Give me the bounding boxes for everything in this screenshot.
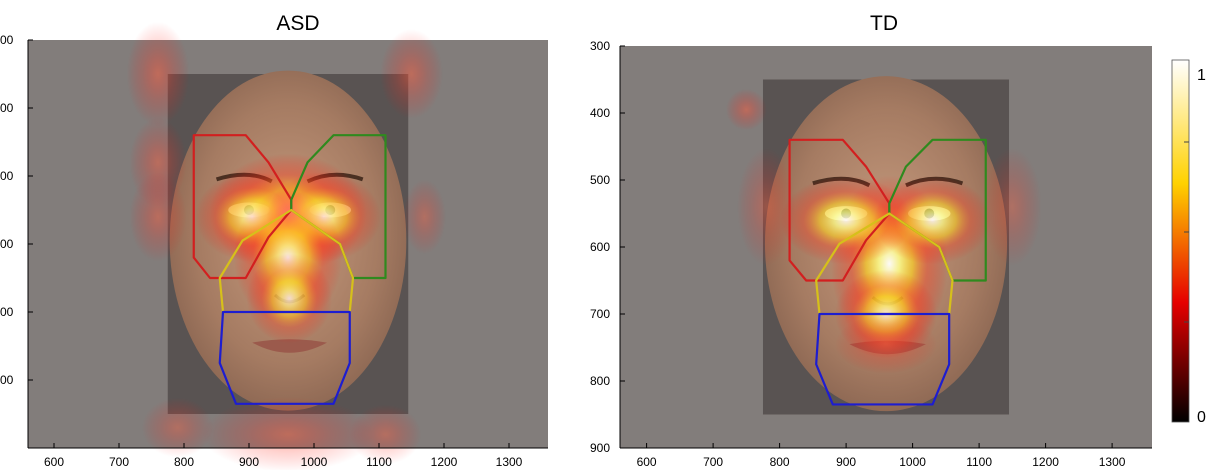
fixation-hotspot xyxy=(983,147,1042,266)
lips-shape xyxy=(252,339,327,353)
colorbar-max-label: 1 xyxy=(1197,67,1206,84)
y-tick-label: 400 xyxy=(590,106,610,120)
fixation-hotspot xyxy=(380,29,443,119)
fixation-hotspot xyxy=(780,175,912,265)
x-tick-label: 1100 xyxy=(366,455,392,469)
x-tick-label: 700 xyxy=(703,455,723,469)
x-tick-label: 1200 xyxy=(1032,455,1059,469)
x-tick-label: 900 xyxy=(239,455,259,469)
x-tick-label: 1000 xyxy=(301,455,328,469)
aoi-mouth xyxy=(815,312,951,406)
x-tick-label: 1000 xyxy=(899,455,926,469)
td-heatmap-panel: TD 600 700 800 900 1000 1100 1200 1300 300 400 500 6… xyxy=(590,12,1152,469)
fixation-hotspot xyxy=(737,147,796,266)
panel-title: ASD xyxy=(276,12,319,35)
asd-heatmap-panel: ASD 600 700 800 900 1000 1100 1200 1300 00 00 00 00 0… xyxy=(0,12,548,470)
y-tick-label: 300 xyxy=(590,39,610,53)
aoi-mouth xyxy=(218,310,351,405)
x-tick-label: 1200 xyxy=(431,455,458,469)
y-tick-label: 900 xyxy=(590,441,610,455)
x-tick-label: 800 xyxy=(770,455,790,469)
fixation-hotspot xyxy=(725,89,767,131)
y-tick-label: 500 xyxy=(590,173,610,187)
x-tick-label: 1300 xyxy=(1099,455,1126,469)
y-tick-label: 800 xyxy=(590,374,610,388)
y-tick-label: 00 xyxy=(0,101,14,115)
fixation-hotspot xyxy=(141,397,214,458)
x-tick-label: 600 xyxy=(637,455,657,469)
fixation-hotspot xyxy=(129,171,187,262)
y-tick-label: 00 xyxy=(0,33,14,47)
colorbar-gradient xyxy=(1171,59,1190,423)
aoi-left-eye xyxy=(788,138,891,282)
y-tick-label: 700 xyxy=(590,307,610,321)
y-tick-label: 00 xyxy=(0,237,14,251)
x-tick-label: 700 xyxy=(109,455,129,469)
x-tick-label: 800 xyxy=(174,455,194,469)
x-tick-label: 900 xyxy=(836,455,856,469)
colorbar-min-label: 0 xyxy=(1197,409,1206,426)
fixation-hotspot xyxy=(349,404,422,465)
y-tick-label: 600 xyxy=(590,240,610,254)
fixation-hotspot xyxy=(126,21,190,127)
x-tick-label: 600 xyxy=(44,455,64,469)
y-tick-label: 00 xyxy=(0,169,14,183)
colorbar: 1 0 xyxy=(1171,59,1206,426)
x-tick-label: 1100 xyxy=(966,455,992,469)
panel-title: TD xyxy=(870,12,898,35)
aoi-left-eye xyxy=(192,134,293,280)
fixation-hotspot xyxy=(246,253,333,344)
fixation-hotspot xyxy=(403,179,446,255)
fixation-hotspot xyxy=(874,175,992,265)
y-tick-label: 00 xyxy=(0,373,14,387)
x-tick-label: 1300 xyxy=(496,455,523,469)
fixation-hotspot xyxy=(834,314,938,374)
fixation-hotspot xyxy=(202,397,374,470)
y-tick-label: 00 xyxy=(0,305,14,319)
